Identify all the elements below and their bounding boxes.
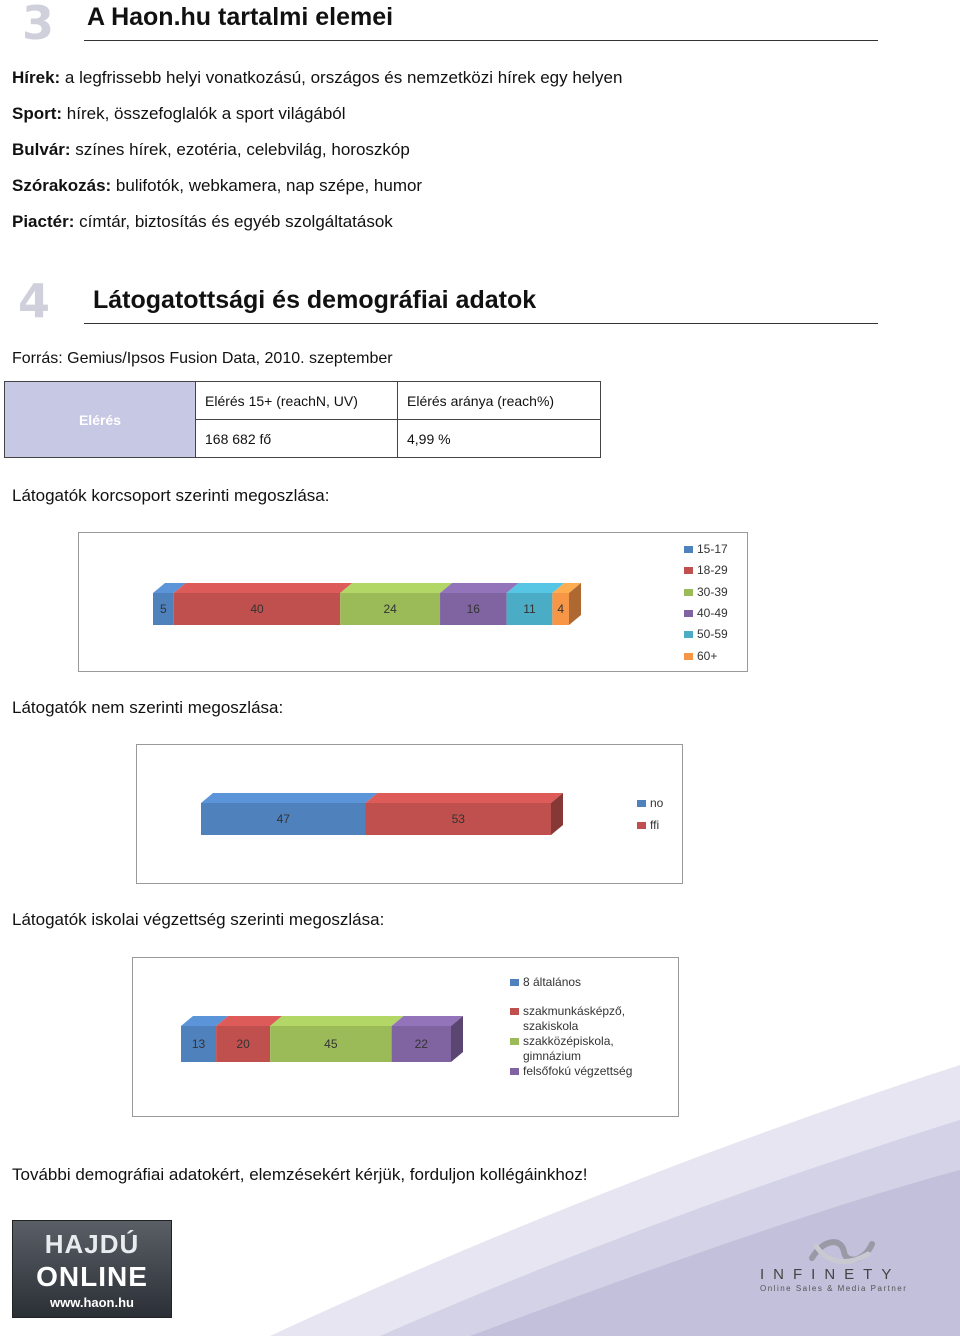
bar-top-face: [201, 793, 378, 803]
bar-side-face: [569, 583, 581, 625]
legend-item: felsőfokú végzettség: [510, 1064, 632, 1078]
bar-data-label: 5: [160, 602, 167, 616]
bar-data-label: 22: [415, 1037, 429, 1051]
bar-top-face: [365, 793, 563, 803]
bar-top-face: [153, 583, 186, 593]
reach-col2-value: 4,99 %: [397, 419, 601, 458]
gender-chart: 47 53 no ffi: [136, 744, 683, 884]
bar-data-label: 4: [557, 602, 564, 616]
bar-top-face: [552, 583, 581, 593]
section-title: A Haon.hu tartalmi elemei: [87, 3, 394, 31]
legend-swatch: [637, 822, 646, 829]
bar-segment: [365, 803, 551, 835]
legend-swatch: [510, 1008, 519, 1015]
gender-chart-heading: Látogatók nem szerinti megoszlása:: [12, 698, 284, 717]
bar-side-face: [551, 793, 563, 835]
section-title: Látogatottsági és demográfiai adatok: [93, 286, 537, 314]
legend-swatch: [684, 546, 693, 553]
legend-swatch: [510, 979, 519, 986]
age-chart-heading: Látogatók korcsoport szerinti megoszlása…: [12, 486, 330, 505]
bar-top-face: [440, 583, 519, 593]
bar-top-face: [216, 1016, 283, 1026]
bar-segment: [340, 593, 441, 625]
content-item: Piactér: címtár, biztosítás és egyéb szo…: [12, 212, 393, 231]
content-item: Bulvár: színes hírek, ezotéria, celebvil…: [12, 140, 410, 159]
legend-swatch: [684, 653, 693, 660]
reach-col2-header: Elérés aránya (reach%): [397, 381, 601, 420]
bar-top-face: [173, 583, 353, 593]
bar-segment: [506, 593, 553, 625]
legend-item: 60+: [684, 649, 717, 663]
infinety-name: INFINETY: [760, 1266, 901, 1283]
legend-item: szakmunkásképző, szakiskola: [510, 1004, 625, 1034]
infinety-tagline: Online Sales & Media Partner: [760, 1284, 908, 1293]
legend-item: szakközépiskola, gimnázium: [510, 1034, 614, 1064]
bar-data-label: 24: [383, 602, 397, 616]
reach-col1-header: Elérés 15+ (reachN, UV): [195, 381, 398, 420]
bar-segment: [153, 593, 174, 625]
legend-swatch: [684, 589, 693, 596]
legend-swatch: [684, 631, 693, 638]
content-item: Szórakozás: bulifotók, webkamera, nap sz…: [12, 176, 423, 195]
bar-data-label: 20: [236, 1037, 250, 1051]
bar-data-label: 47: [277, 812, 291, 826]
legend-item: 30-39: [684, 585, 728, 599]
legend-swatch: [684, 610, 693, 617]
content-item: Sport: hírek, összefoglalók a sport vilá…: [12, 104, 346, 123]
bar-segment: [270, 1026, 392, 1062]
closing-text: További demográfiai adatokért, elemzések…: [12, 1165, 588, 1184]
bar-top-face: [270, 1016, 404, 1026]
infinety-swirl-icon: [809, 1239, 875, 1265]
education-chart: 13 20 45 22 8 általános szakmunkásképző, sza…: [132, 957, 679, 1117]
section-number: 4: [18, 274, 51, 328]
legend-item: 18-29: [684, 563, 728, 577]
reach-row-header: Elérés: [4, 381, 196, 458]
legend-item: 40-49: [684, 606, 728, 620]
legend-item: 8 általános: [510, 975, 581, 989]
bar-segment: [552, 593, 569, 625]
bar-side-face: [451, 1016, 463, 1062]
bar-segment: [173, 593, 341, 625]
bar-top-face: [506, 583, 565, 593]
infinety-logo: INFINETY Online Sales & Media Partner: [760, 1232, 940, 1302]
bar-top-face: [340, 583, 453, 593]
bar-segment: [391, 1026, 451, 1062]
legend-swatch: [510, 1038, 519, 1045]
bar-data-label: 13: [192, 1037, 206, 1051]
bar-segment: [216, 1026, 271, 1062]
legend-swatch: [510, 1068, 519, 1075]
legend-item: no: [637, 796, 663, 810]
bar-data-label: 16: [467, 602, 481, 616]
legend-swatch: [684, 567, 693, 574]
gender-chart-svg: 47 53: [201, 793, 563, 835]
education-chart-heading: Látogatók iskolai végzettség szerinti me…: [12, 910, 385, 929]
legend-swatch: [637, 800, 646, 807]
education-chart-svg: 13 20 45 22: [181, 1016, 463, 1062]
reach-col1-value: 168 682 fő: [195, 419, 398, 458]
bar-data-label: 11: [523, 602, 536, 616]
content-item: Hírek: a legfrissebb helyi vonatkozású, …: [12, 68, 623, 87]
legend-item: 50-59: [684, 627, 728, 641]
source-note: Forrás: Gemius/Ipsos Fusion Data, 2010. …: [12, 350, 393, 367]
bar-top-face: [181, 1016, 229, 1026]
bar-data-label: 53: [452, 812, 466, 826]
reach-table: Elérés Elérés 15+ (reachN, UV) Elérés ar…: [4, 381, 601, 458]
age-chart: 5 40 24 16 11 4 15-17 18-29 30-39 40-49 50-59…: [78, 532, 748, 672]
legend-item: ffi: [637, 818, 659, 832]
section-number: 3: [22, 0, 55, 50]
hajdu-online-logo: HAJDÚ ONLINE www.haon.hu: [12, 1220, 172, 1318]
bar-data-label: 40: [250, 602, 264, 616]
legend-item: 15-17: [684, 542, 728, 556]
bar-segment: [181, 1026, 217, 1062]
bar-top-face: [391, 1016, 463, 1026]
bar-segment: [440, 593, 507, 625]
section-rule: [84, 323, 878, 324]
section-rule: [84, 40, 878, 41]
bar-data-label: 45: [324, 1037, 338, 1051]
age-chart-svg: 5 40 24 16 11 4: [153, 583, 581, 625]
bar-segment: [201, 803, 366, 835]
